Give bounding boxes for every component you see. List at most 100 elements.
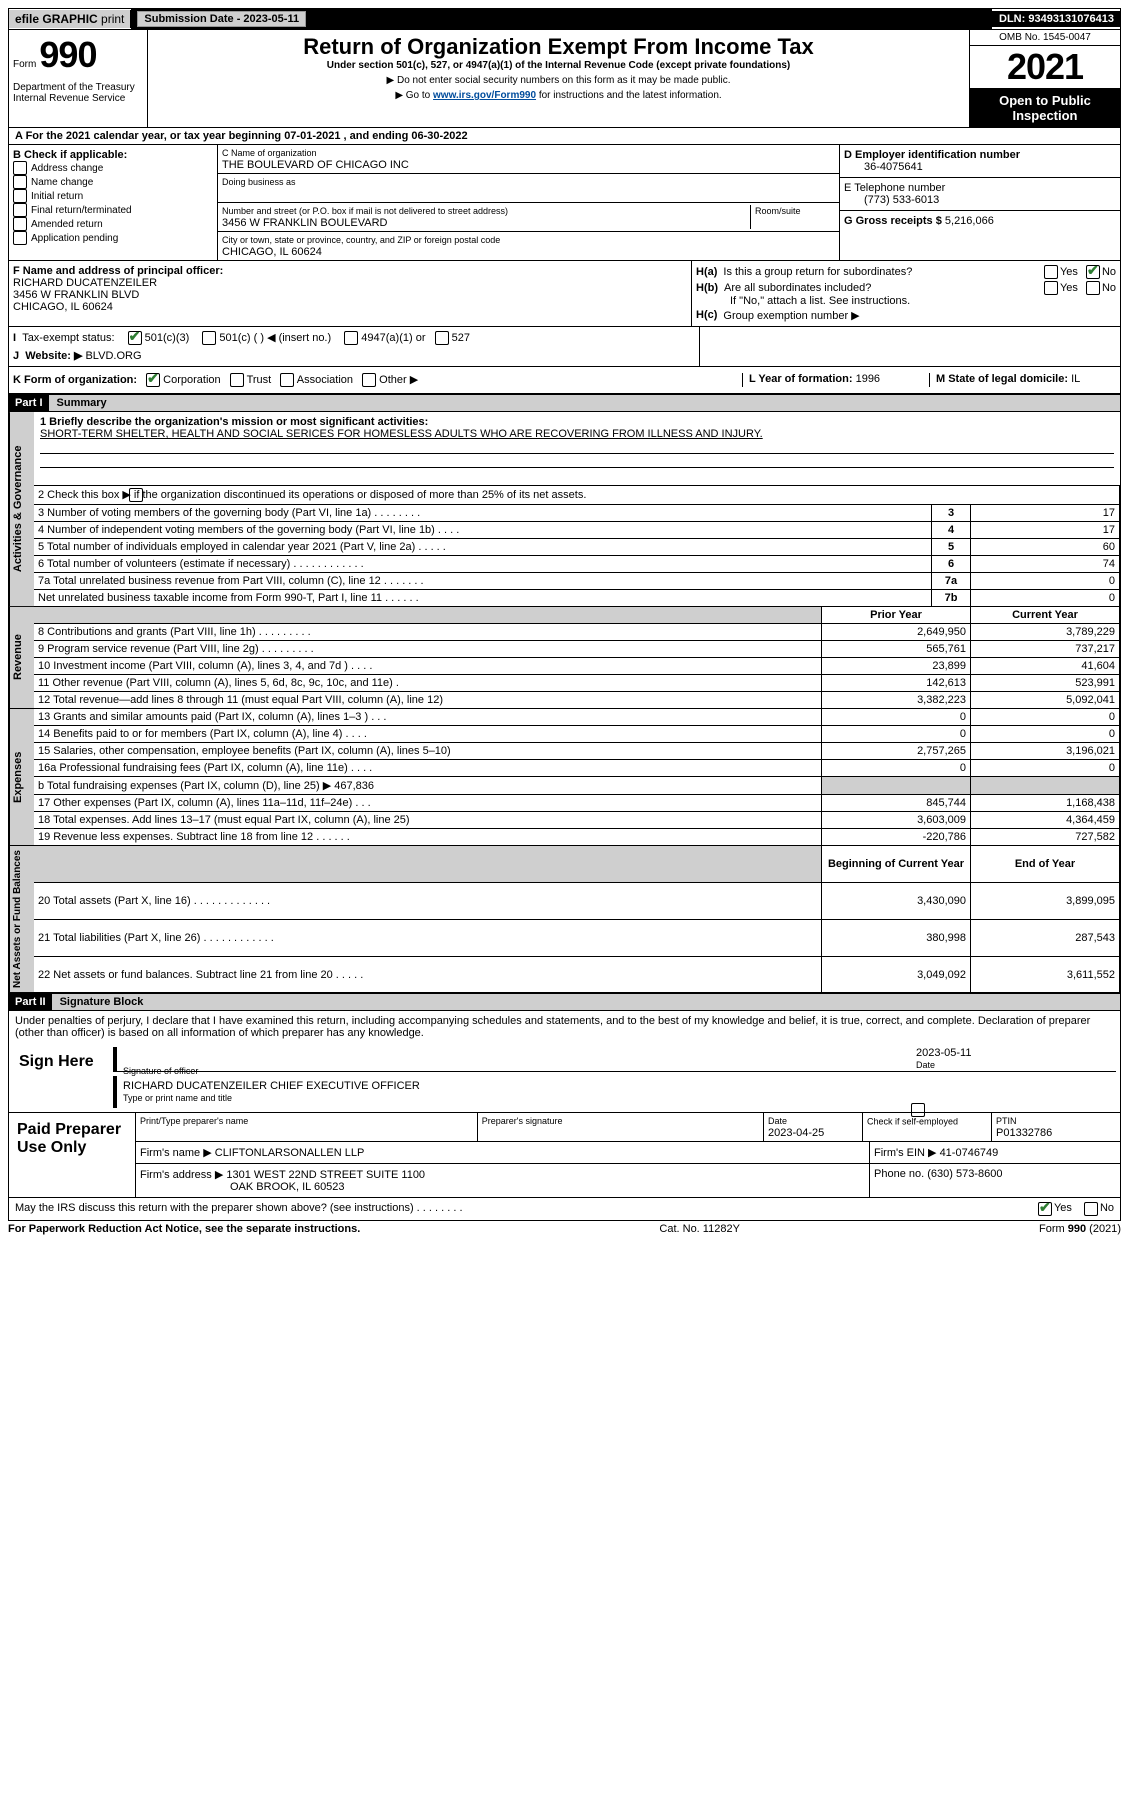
chk-amended[interactable] bbox=[13, 217, 27, 231]
sign-here-lbl: Sign Here bbox=[9, 1043, 109, 1112]
city-box: City or town, state or province, country… bbox=[218, 232, 839, 260]
e-lbl: E Telephone number bbox=[844, 182, 945, 194]
c16a: 0 bbox=[971, 760, 1120, 777]
l3: 3 Number of voting members of the govern… bbox=[34, 505, 932, 522]
subtitle-2: ▶ Do not enter social security numbers o… bbox=[152, 75, 965, 86]
b21: 380,998 bbox=[822, 919, 971, 956]
c17: 1,168,438 bbox=[971, 795, 1120, 812]
irs-link[interactable]: www.irs.gov/Form990 bbox=[433, 90, 536, 101]
mission-blank-1 bbox=[40, 440, 1114, 454]
chk-initial[interactable] bbox=[13, 189, 27, 203]
discuss-yes-chk[interactable] bbox=[1038, 1202, 1052, 1216]
ha-yes: Yes bbox=[1060, 266, 1078, 278]
firm-phone: (630) 573-8600 bbox=[927, 1168, 1002, 1180]
chk-501c[interactable] bbox=[202, 331, 216, 345]
submission-date-btn[interactable]: Submission Date - 2023-05-11 bbox=[137, 11, 306, 27]
ha-no-chk[interactable] bbox=[1086, 265, 1100, 279]
k-lbl: K Form of organization: bbox=[13, 374, 137, 386]
mission-blank-2 bbox=[40, 454, 1114, 468]
chk-name[interactable] bbox=[13, 175, 27, 189]
chk-4947[interactable] bbox=[344, 331, 358, 345]
l-lbl: L Year of formation: bbox=[749, 373, 853, 385]
opt-name: Name change bbox=[31, 177, 93, 188]
c13: 0 bbox=[971, 709, 1120, 726]
efile-button[interactable]: efile GRAPHIC print bbox=[9, 10, 131, 28]
chk-final[interactable] bbox=[13, 203, 27, 217]
p13: 0 bbox=[822, 709, 971, 726]
hb-no: No bbox=[1102, 282, 1116, 294]
sig-date-lbl: Date bbox=[916, 1060, 935, 1070]
top-bar: efile GRAPHIC print Submission Date - 20… bbox=[8, 8, 1121, 30]
chk-501c3[interactable] bbox=[128, 331, 142, 345]
chk-527[interactable] bbox=[435, 331, 449, 345]
self-lbl: Check if self-employed bbox=[867, 1117, 958, 1127]
col-cd: C Name of organization THE BOULEVARD OF … bbox=[218, 145, 839, 260]
hb-note: If "No," attach a list. See instructions… bbox=[696, 295, 1116, 307]
form-header: Form 990 Department of the Treasury Inte… bbox=[8, 30, 1121, 128]
ha-yes-chk[interactable] bbox=[1044, 265, 1058, 279]
i-o1: 501(c)(3) bbox=[145, 332, 190, 344]
hb-yes-chk[interactable] bbox=[1044, 281, 1058, 295]
p11: 142,613 bbox=[822, 675, 971, 692]
header-mid: Return of Organization Exempt From Incom… bbox=[148, 30, 969, 127]
pra-notice: For Paperwork Reduction Act Notice, see … bbox=[8, 1223, 360, 1235]
l22: 22 Net assets or fund balances. Subtract… bbox=[34, 956, 822, 992]
discuss-no-chk[interactable] bbox=[1084, 1202, 1098, 1216]
chk-discontinued[interactable] bbox=[129, 488, 143, 502]
v7a: 0 bbox=[971, 573, 1120, 590]
chk-assoc[interactable] bbox=[280, 373, 294, 387]
ha-lbl: H(a) bbox=[696, 266, 717, 278]
firm-ein-lbl: Firm's EIN ▶ bbox=[874, 1147, 937, 1159]
chk-trust[interactable] bbox=[230, 373, 244, 387]
p17: 845,744 bbox=[822, 795, 971, 812]
opt-addr: Address change bbox=[31, 163, 103, 174]
hdr-end: End of Year bbox=[971, 846, 1120, 882]
chk-address[interactable] bbox=[13, 161, 27, 175]
v3: 17 bbox=[971, 505, 1120, 522]
c19: 727,582 bbox=[971, 829, 1120, 846]
opt-amended: Amended return bbox=[31, 219, 103, 230]
cat-no: Cat. No. 11282Y bbox=[659, 1223, 740, 1235]
chk-self-employed[interactable] bbox=[911, 1103, 925, 1117]
street-lbl: Number and street (or P.O. box if mail i… bbox=[222, 206, 508, 216]
city-lbl: City or town, state or province, country… bbox=[222, 235, 500, 245]
prep-date: 2023-04-25 bbox=[768, 1127, 824, 1139]
discuss-no: No bbox=[1100, 1202, 1114, 1216]
c18: 4,364,459 bbox=[971, 812, 1120, 829]
part-i-title: Summary bbox=[49, 395, 115, 411]
chk-corp[interactable] bbox=[146, 373, 160, 387]
firm-addr2: OAK BROOK, IL 60523 bbox=[140, 1181, 345, 1193]
c14: 0 bbox=[971, 726, 1120, 743]
rev-table: Prior YearCurrent Year 8 Contributions a… bbox=[34, 607, 1120, 708]
g-lbl: G Gross receipts $ bbox=[844, 215, 942, 227]
l2: 2 Check this box ▶ if the organization d… bbox=[34, 486, 1120, 505]
n5: 5 bbox=[932, 539, 971, 556]
net-table: Beginning of Current YearEnd of Year 20 … bbox=[34, 846, 1120, 992]
header-right: OMB No. 1545-0047 2021 Open to Public In… bbox=[969, 30, 1120, 127]
v7b: 0 bbox=[971, 590, 1120, 607]
chk-other[interactable] bbox=[362, 373, 376, 387]
chk-pending[interactable] bbox=[13, 231, 27, 245]
c12: 5,092,041 bbox=[971, 692, 1120, 709]
hb-no-chk[interactable] bbox=[1086, 281, 1100, 295]
org-name: THE BOULEVARD OF CHICAGO INC bbox=[222, 159, 409, 171]
mission-lbl: 1 Briefly describe the organization's mi… bbox=[40, 416, 428, 428]
c-name-lbl: C Name of organization bbox=[222, 148, 317, 158]
city-val: CHICAGO, IL 60624 bbox=[222, 246, 322, 258]
hb-txt: Are all subordinates included? bbox=[718, 282, 1044, 294]
l19: 19 Revenue less expenses. Subtract line … bbox=[34, 829, 822, 846]
omb-number: OMB No. 1545-0047 bbox=[970, 30, 1120, 46]
form-number: 990 bbox=[39, 34, 96, 75]
l10: 10 Investment income (Part VIII, column … bbox=[34, 658, 822, 675]
l15: 15 Salaries, other compensation, employe… bbox=[34, 743, 822, 760]
net-section: Net Assets or Fund Balances Beginning of… bbox=[8, 846, 1121, 993]
opt-pending: Application pending bbox=[31, 233, 118, 244]
vert-gov: Activities & Governance bbox=[9, 412, 34, 606]
b20: 3,430,090 bbox=[822, 882, 971, 919]
l5: 5 Total number of individuals employed i… bbox=[34, 539, 932, 556]
fh-row: F Name and address of principal officer:… bbox=[8, 261, 1121, 327]
f-name: RICHARD DUCATENZEILER bbox=[13, 277, 157, 289]
v5: 60 bbox=[971, 539, 1120, 556]
discuss-row: May the IRS discuss this return with the… bbox=[8, 1198, 1121, 1221]
form-word: Form bbox=[13, 59, 36, 70]
